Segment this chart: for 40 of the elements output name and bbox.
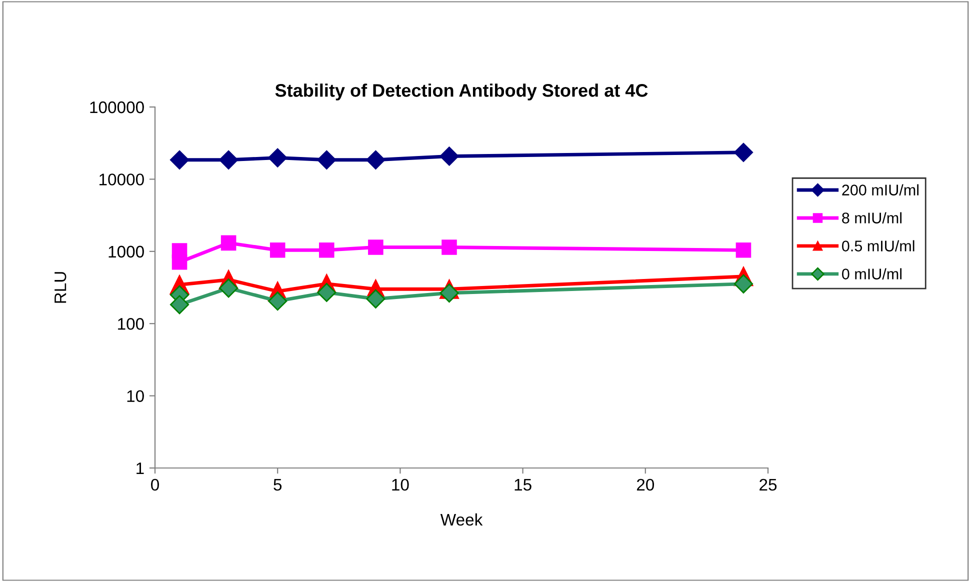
point	[219, 278, 238, 298]
point	[440, 284, 459, 303]
point	[734, 274, 754, 294]
legend-label: 200 mIU/ml	[842, 184, 918, 196]
point	[736, 242, 752, 258]
x-tick-label: 25	[760, 478, 777, 491]
point	[268, 148, 288, 168]
chart-title: Stability of Detection Antibody Stored at 4C	[275, 84, 648, 100]
legend-label: 0.5 mIU/ml	[842, 240, 914, 252]
x-tick-label: 5	[274, 479, 282, 491]
x-tick-label: 20	[636, 478, 654, 491]
point	[170, 150, 190, 170]
point	[366, 289, 386, 308]
point	[172, 254, 188, 270]
y-tick-label: 100000	[90, 101, 144, 114]
y-tick-label: 1	[136, 462, 144, 474]
legend-label: 8 mIU/ml	[842, 212, 902, 224]
point	[270, 242, 286, 258]
point	[170, 295, 190, 314]
point	[220, 235, 236, 251]
x-tick-label: 15	[514, 479, 532, 491]
point	[368, 240, 384, 255]
y-axis-title: RLU	[54, 272, 66, 303]
x-axis-title: Week	[440, 513, 483, 526]
point	[366, 150, 386, 170]
point	[219, 150, 238, 170]
legend-label: 0 mIU/ml	[842, 268, 902, 280]
point	[317, 282, 336, 302]
point	[268, 292, 288, 311]
y-tick-label: 10	[127, 390, 144, 402]
point	[440, 146, 459, 166]
point	[319, 242, 334, 258]
y-tick-label: 100	[118, 318, 144, 330]
y-tick-label: 1000	[108, 246, 144, 258]
point	[734, 142, 754, 162]
x-tick-label: 0	[151, 478, 159, 491]
x-tick-label: 10	[392, 478, 409, 491]
point	[442, 240, 457, 255]
point	[317, 150, 336, 170]
y-tick-label: 10000	[100, 174, 144, 186]
